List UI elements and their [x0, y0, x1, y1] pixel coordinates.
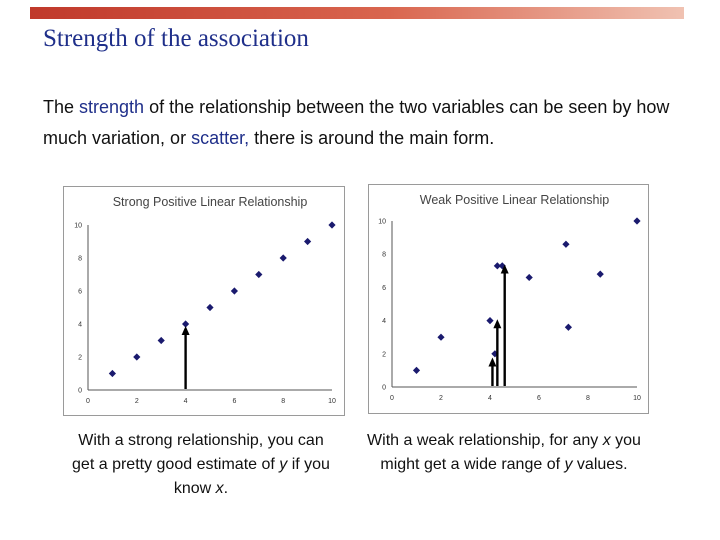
- intro-scatter-term: scatter,: [191, 128, 250, 148]
- caption-right-c: values.: [572, 456, 628, 473]
- data-point: [133, 353, 141, 361]
- data-point: [437, 333, 445, 341]
- data-point: [562, 240, 570, 248]
- estimate-arrow-head: [500, 264, 509, 274]
- y-tick-label: 0: [78, 388, 82, 395]
- x-tick-label: 0: [390, 395, 394, 402]
- caption-left-b: if you know: [173, 456, 330, 497]
- strong-chart-caption: With a strong relationship, you can get …: [72, 429, 330, 501]
- data-point: [255, 270, 263, 279]
- x-tick-label: 4: [488, 395, 492, 402]
- y-tick-label: 4: [78, 322, 82, 329]
- strong-chart-svg: Strong Positive Linear Relationship 0 2 4 6 8…: [74, 195, 336, 405]
- x-tick-label: 4: [184, 398, 188, 405]
- chart-title: Strong Positive Linear Relationship: [113, 195, 308, 209]
- x-tick-label: 2: [135, 398, 139, 405]
- intro-strength-term: strength: [79, 97, 145, 117]
- y-tick-label: 8: [382, 252, 386, 259]
- intro-paragraph: The strength of the relationship between…: [43, 92, 703, 154]
- y-tick-label: 10: [74, 223, 82, 230]
- data-point: [182, 320, 190, 328]
- y-tick-label: 2: [382, 351, 386, 358]
- y-tick-label: 8: [78, 256, 82, 263]
- strong-relationship-chart: Strong Positive Linear Relationship 0 2 4 6 8…: [63, 186, 345, 416]
- x-tick-label: 10: [328, 398, 336, 405]
- y-tick-label: 4: [382, 318, 386, 325]
- intro-text-1: The: [43, 97, 80, 117]
- data-point: [279, 254, 287, 262]
- chart-title: Weak Positive Linear Relationship: [420, 193, 610, 207]
- x-tick-label: 10: [633, 395, 641, 402]
- title-accent-bar: [30, 7, 684, 19]
- x-tick-label: 8: [586, 395, 590, 402]
- intro-text-2: of the relationship between the two vari…: [43, 97, 670, 148]
- estimate-arrow-head: [493, 319, 502, 329]
- weak-chart-svg: Weak Positive Linear Relationship 0 2 4 6 8 10…: [378, 193, 641, 402]
- data-point: [596, 270, 604, 278]
- caption-left-c: .: [223, 480, 229, 497]
- x-tick-label: 6: [232, 398, 236, 405]
- intro-text-3: there is around the main form.: [249, 128, 495, 148]
- estimate-arrow-head: [488, 357, 497, 367]
- weak-chart-caption: With a weak relationship, for any x you …: [366, 429, 642, 477]
- x-tick-label: 6: [537, 395, 541, 402]
- weak-relationship-chart: Weak Positive Linear Relationship 0 2 4 6 8 10…: [368, 184, 649, 414]
- caption-right-x: x: [602, 432, 611, 449]
- data-point: [230, 287, 238, 295]
- data-point: [486, 317, 494, 325]
- data-point: [525, 273, 533, 282]
- y-tick-label: 6: [382, 285, 386, 292]
- caption-right-b: you might get a wide range of: [380, 432, 641, 473]
- data-point: [412, 366, 421, 374]
- caption-right-y: y: [564, 456, 573, 473]
- caption-right-a: With a weak relationship, for any: [367, 432, 603, 449]
- data-point: [157, 336, 165, 345]
- caption-left-y: y: [279, 456, 288, 473]
- estimate-arrow-head: [181, 326, 190, 335]
- caption-left-a: With a strong relationship, you can get …: [72, 432, 324, 473]
- data-point: [564, 323, 572, 331]
- data-point: [108, 369, 116, 378]
- slide-title: Strength of the association: [43, 25, 309, 52]
- caption-left-x: x: [215, 480, 224, 497]
- data-point: [633, 217, 641, 225]
- x-tick-label: 2: [439, 395, 443, 402]
- data-point: [206, 303, 214, 312]
- y-tick-label: 6: [78, 289, 82, 296]
- x-tick-label: 8: [281, 398, 285, 405]
- y-tick-label: 0: [382, 385, 386, 392]
- x-tick-label: 0: [86, 398, 90, 405]
- data-point: [328, 221, 336, 229]
- y-tick-label: 2: [78, 355, 82, 362]
- y-tick-label: 10: [378, 219, 386, 226]
- data-point: [304, 237, 312, 246]
